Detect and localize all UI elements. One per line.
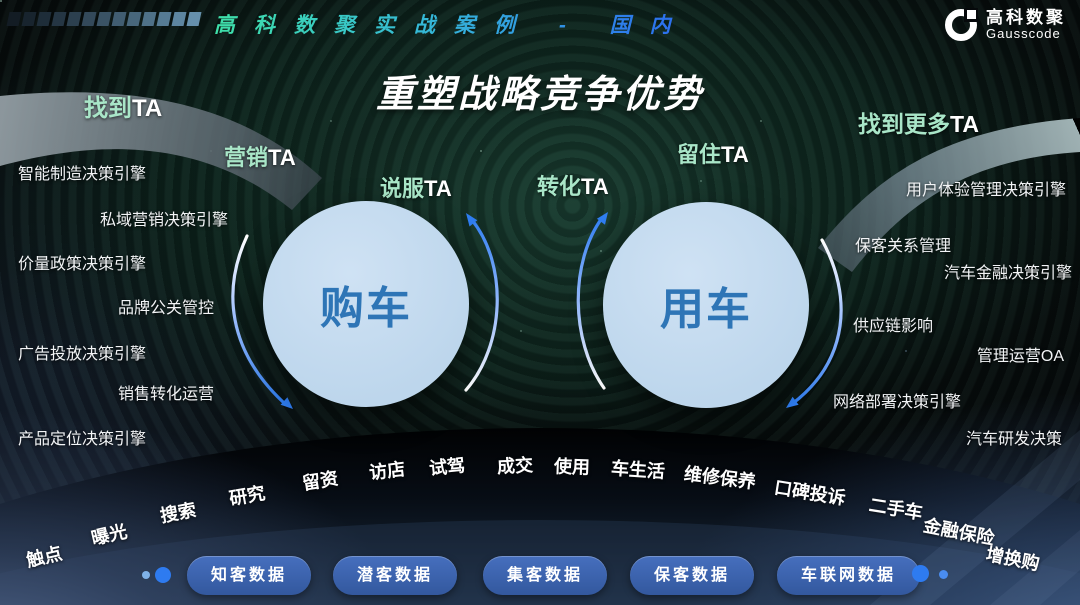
circle-label: 购车 [320, 284, 412, 333]
engine-label: 管理运营OA [976, 348, 1064, 365]
stage-label-retain-ta: 留住TA [677, 142, 749, 167]
brand-logo: 高科数聚 Gausscode [944, 8, 1066, 42]
engine-label: 汽车金融决策引擎 [943, 265, 1072, 282]
engine-label: 销售转化运营 [118, 386, 215, 403]
journey-label: 留资 [300, 468, 340, 494]
data-pill-connected-car[interactable]: 车联网数据 [777, 556, 921, 595]
data-pill-gather-customer[interactable]: 集客数据 [483, 556, 608, 595]
dot-small-right [939, 570, 948, 579]
journey-label: 使用 [553, 456, 591, 478]
engine-label: 供应链影响 [853, 318, 934, 335]
engine-label: 智能制造决策引擎 [18, 166, 147, 183]
header-title: 高科数聚实战案例 - 国内 [214, 9, 690, 39]
stage-label-persuade-ta: 说服TA [380, 176, 452, 201]
engine-label: 私域营销决策引擎 [100, 212, 229, 229]
engine-label: 网络部署决策引擎 [833, 394, 962, 411]
data-pill-know-customer[interactable]: 知客数据 [187, 556, 312, 595]
star-specks [0, 0, 2, 2]
stage-label-market-ta: 营销TA [224, 145, 296, 170]
data-pill-retain-customer[interactable]: 保客数据 [630, 556, 755, 595]
circle-use-car: 用车 [603, 202, 809, 408]
journey-label: 车生活 [610, 458, 666, 482]
engine-label: 品牌公关管控 [118, 300, 215, 317]
circle-label: 用车 [660, 285, 752, 334]
data-pill-potential-customer[interactable]: 潜客数据 [333, 556, 458, 595]
engine-label: 广告投放决策引擎 [18, 346, 147, 363]
stage-label-find-ta: 找到TA [84, 95, 163, 122]
engine-label: 保客关系管理 [855, 238, 952, 255]
logo-name-cn: 高科数聚 [986, 8, 1066, 28]
gausscode-logo-icon [944, 8, 978, 42]
dot-large-right [912, 565, 929, 582]
journey-label: 访店 [368, 458, 407, 484]
logo-text: 高科数聚 Gausscode [986, 9, 1066, 40]
logo-name-en: Gausscode [986, 26, 1061, 42]
header-square-strip [6, 12, 202, 26]
dot-small-left [142, 571, 150, 579]
journey-label: 试驾 [428, 455, 467, 479]
stage-label-convert-ta: 转化TA [537, 174, 609, 199]
engine-label: 用户体验管理决策引擎 [905, 182, 1066, 199]
engine-label: 价量政策决策引擎 [18, 256, 147, 273]
dot-large-left [155, 567, 171, 583]
journey-label: 成交 [496, 455, 534, 477]
circle-buy-car: 购车 [263, 201, 469, 407]
engine-label: 产品定位决策引擎 [18, 431, 147, 448]
stage-label-find-more-ta: 找到更多TA [858, 111, 979, 137]
page-title: 重塑战略竞争优势 [375, 74, 704, 116]
engine-label: 汽车研发决策 [965, 431, 1062, 448]
